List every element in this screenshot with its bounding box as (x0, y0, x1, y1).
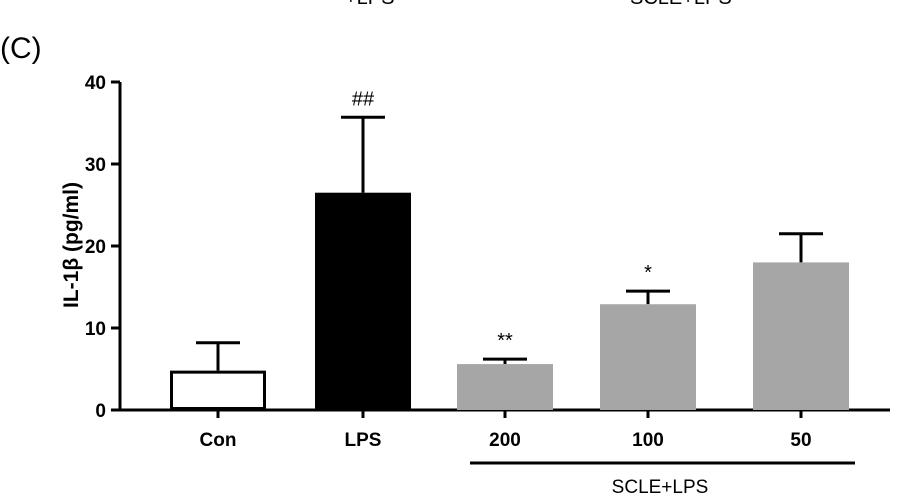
x-tick-label: 100 (632, 430, 664, 451)
labels-group: Con LPS ## 200 ** 100 * 50 (200, 88, 812, 451)
bar-LPS (315, 192, 411, 410)
x-tick-label: LPS (345, 430, 382, 451)
top-left-fragment: +LPS (345, 0, 394, 9)
bars-group (170, 115, 849, 411)
y-tick-label: 20 (85, 237, 106, 258)
significance-label: ** (497, 330, 513, 352)
y-tick-label: 10 (85, 319, 106, 340)
y-tick-label: 40 (85, 73, 106, 94)
y-tick-label: 0 (95, 401, 106, 422)
group-label: SCLE+LPS (612, 477, 709, 498)
significance-label: ## (352, 88, 375, 110)
bar-200 (457, 364, 553, 410)
bar-100 (600, 304, 696, 410)
bar-50 (753, 262, 849, 410)
panel-label: (C) (0, 32, 42, 65)
x-tick-label: 50 (790, 430, 811, 451)
bar-Con (170, 370, 266, 411)
x-tick-label: 200 (489, 430, 521, 451)
top-right-fragment: SCLE+LPS (630, 0, 732, 9)
y-axis-label: IL-1β (pg/ml) (60, 182, 83, 308)
x-tick-label: Con (200, 430, 237, 451)
significance-label: * (644, 262, 652, 284)
y-tick-label: 30 (85, 155, 106, 176)
